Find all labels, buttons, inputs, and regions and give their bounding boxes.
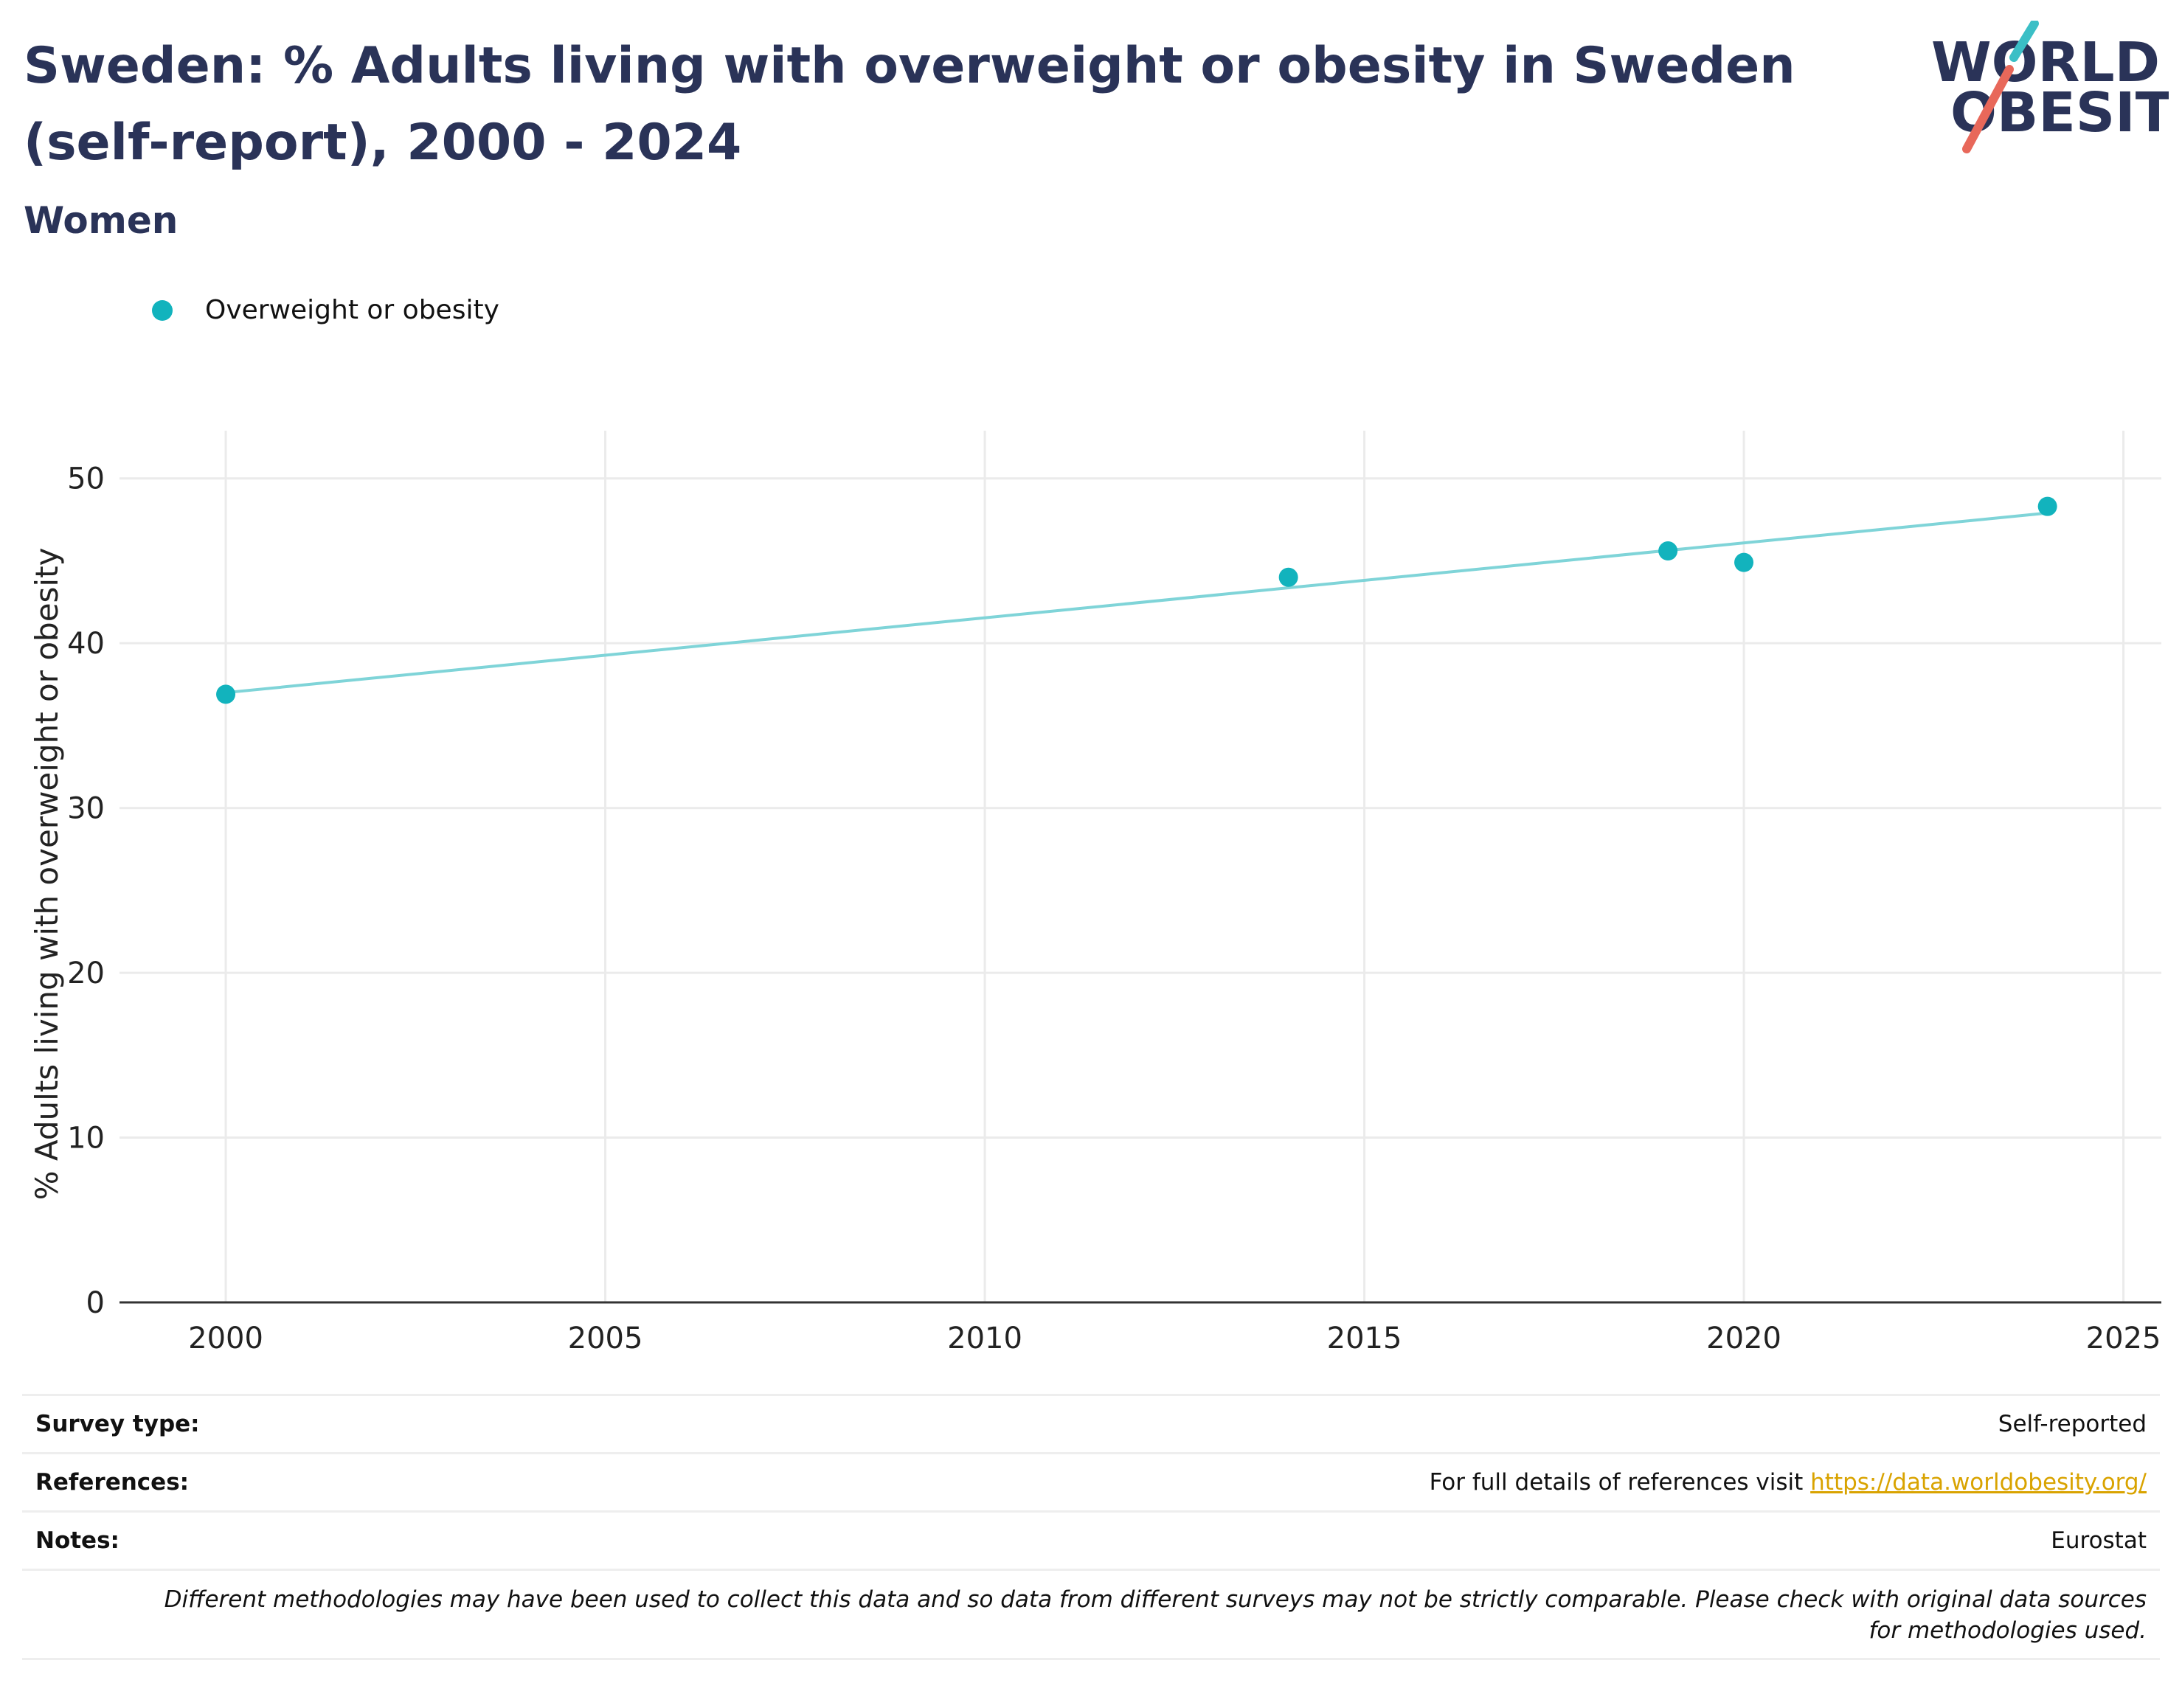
metadata-table: Survey type: Self-reported References: F… [22,1394,2160,1660]
logo-slash-teal [2009,21,2039,62]
y-tick-label: 40 [67,627,105,661]
y-tick-label: 20 [67,957,105,990]
notes-value: Eurostat [2051,1527,2147,1554]
data-point [1278,567,1298,587]
x-tick-label: 2015 [1327,1322,1402,1355]
notes-row: Notes: Eurostat [22,1510,2160,1569]
logo-line-world: WORLD [1931,31,2160,94]
x-tick-label: 2025 [2086,1322,2161,1355]
trend-line [225,511,2048,695]
y-tick-label: 50 [67,462,105,496]
logo-slash-red [1962,65,2014,153]
references-label: References: [35,1469,190,1496]
survey-type-row: Survey type: Self-reported [22,1394,2160,1452]
survey-type-value: Self-reported [1998,1411,2147,1437]
legend[interactable]: Overweight or obesity [152,295,499,325]
world-obesity-logo: WORLD OBESITY [1931,21,2169,153]
data-point [2037,496,2057,516]
legend-label: Overweight or obesity [205,295,499,325]
x-tick-label: 2005 [568,1322,643,1355]
disclaimer-text: Different methodologies may have been us… [22,1569,2160,1660]
data-point [1734,552,1754,572]
x-tick-label: 2020 [1706,1322,1781,1355]
notes-label: Notes: [35,1527,120,1554]
legend-marker [152,299,173,321]
chart-subtitle: Women [24,199,179,242]
data-point [1658,541,1678,561]
references-text: For full details of references visit [1429,1469,1811,1496]
x-tick-label: 2000 [188,1322,263,1355]
y-tick-label: 10 [67,1122,105,1156]
y-tick-label: 0 [86,1286,105,1320]
references-value: For full details of references visit htt… [1430,1469,2147,1496]
references-row: References: For full details of referenc… [22,1452,2160,1510]
y-tick-label: 30 [67,792,105,826]
x-tick-label: 2010 [947,1322,1022,1355]
chart-title: Sweden: % Adults living with overweight … [24,37,1795,172]
survey-type-label: Survey type: [35,1411,200,1437]
scatter-chart: 2000 2005 2010 2015 2020 2025 0 10 20 30 40 50 % Adu… [29,431,2161,1355]
references-link[interactable]: https://data.worldobesity.org/ [1810,1469,2147,1496]
y-axis-label: % Adults living with overweight or obesi… [29,548,65,1201]
data-point [216,684,236,704]
